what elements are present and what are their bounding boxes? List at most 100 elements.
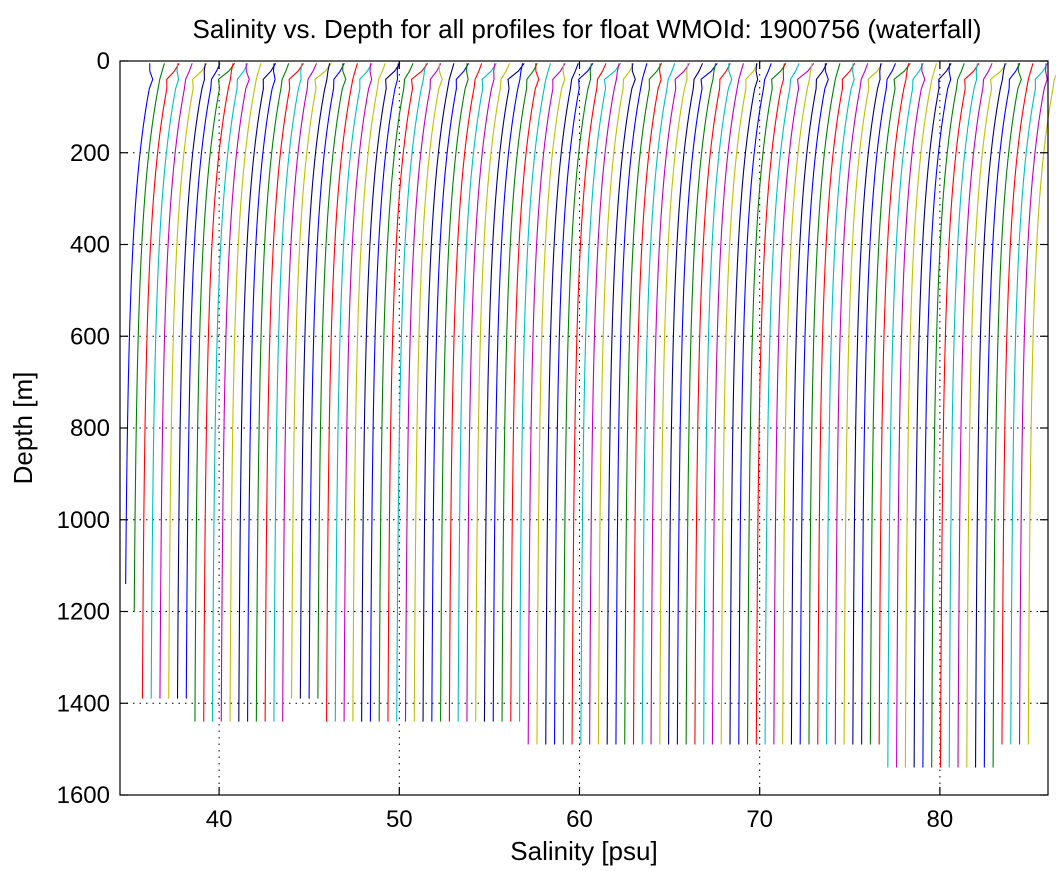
profile-line	[168, 62, 208, 699]
profile-line	[659, 63, 689, 745]
profile-line	[790, 63, 828, 745]
profile-line	[861, 63, 897, 745]
profile-line	[247, 63, 276, 722]
profile-line	[606, 63, 636, 745]
profile-line	[720, 63, 759, 745]
profile-line	[685, 63, 717, 745]
profile-line	[764, 63, 800, 745]
profile-line	[361, 62, 401, 722]
profile-line	[782, 63, 813, 745]
profile-line	[125, 63, 154, 584]
profile-line	[703, 63, 733, 745]
profile-line	[536, 63, 566, 745]
x-tick-label: 40	[206, 806, 233, 833]
profile-line	[562, 63, 592, 745]
profile-line	[308, 63, 345, 699]
profile-line	[404, 63, 442, 722]
profile-line	[422, 63, 455, 722]
profile-line	[668, 63, 704, 745]
profile-line	[317, 63, 347, 699]
profile-line	[711, 63, 744, 745]
profile-line	[931, 63, 965, 768]
profile-line	[975, 63, 1006, 768]
profile-line	[641, 63, 676, 745]
profile-line	[553, 62, 594, 745]
profile-line	[1010, 63, 1049, 745]
profile-line	[878, 63, 910, 745]
profile-line	[273, 63, 303, 722]
y-tick-label: 1400	[57, 690, 110, 717]
profile-line	[501, 63, 538, 722]
profile-line	[264, 62, 304, 722]
profile-line	[194, 62, 236, 722]
profile-line	[291, 62, 332, 699]
profile-line	[475, 63, 511, 722]
profile-line	[211, 63, 249, 722]
profile-line	[948, 63, 978, 768]
profile-line	[440, 63, 469, 722]
y-axis-ticks: 0 200 400 600 800 1000 1200 1400 1600	[57, 48, 1048, 809]
profile-line	[1001, 63, 1034, 745]
profile-line	[369, 63, 399, 722]
profile-line	[632, 63, 662, 745]
x-tick-label: 50	[386, 806, 413, 833]
profile-line	[448, 63, 483, 722]
profile-line	[176, 63, 206, 699]
profile-line	[159, 63, 193, 699]
profile-line	[615, 63, 648, 745]
profile-lines	[125, 62, 1056, 768]
y-tick-label: 1600	[57, 782, 110, 809]
profile-line	[413, 63, 443, 722]
profile-line	[282, 63, 318, 722]
profile-line	[887, 63, 924, 768]
profile-line	[203, 63, 234, 722]
profile-line	[957, 63, 993, 768]
profile-line	[299, 63, 331, 699]
x-axis-label: Salinity [psu]	[510, 836, 657, 866]
profile-line	[387, 62, 429, 722]
profile-line	[378, 63, 414, 722]
profile-line	[325, 63, 358, 722]
profile-line	[825, 63, 855, 745]
profile-line	[238, 63, 277, 722]
profile-line	[869, 62, 911, 745]
profile-line	[913, 63, 952, 768]
grid-lines	[120, 61, 1048, 795]
y-tick-label: 600	[70, 323, 110, 350]
profile-line	[939, 62, 980, 768]
profile-line	[229, 63, 262, 722]
y-tick-label: 800	[70, 415, 110, 442]
profile-line	[904, 63, 937, 768]
profile-line	[141, 63, 180, 699]
profile-line	[510, 63, 540, 722]
y-tick-label: 1000	[57, 507, 110, 534]
profile-line	[352, 63, 386, 722]
y-axis-label: Depth [m]	[8, 372, 38, 485]
profile-line	[457, 62, 497, 722]
profile-line	[580, 62, 622, 745]
profile-line	[738, 63, 772, 745]
profile-line	[1018, 63, 1048, 745]
x-tick-label: 80	[927, 806, 954, 833]
y-tick-label: 0	[97, 48, 110, 75]
profile-line	[966, 62, 1008, 768]
profile-line	[676, 62, 718, 745]
x-tick-label: 70	[746, 806, 773, 833]
profile-line	[755, 63, 785, 745]
profile-line	[817, 63, 856, 745]
profile-line	[220, 63, 250, 722]
profile-line	[834, 63, 869, 745]
profile-line	[992, 63, 1022, 768]
profile-line	[896, 63, 926, 768]
profile-line	[650, 62, 690, 745]
y-tick-label: 200	[70, 140, 110, 167]
profile-line	[466, 63, 496, 722]
profile-line	[545, 63, 579, 745]
profile-line	[150, 63, 180, 699]
profile-line	[983, 63, 1021, 768]
profile-line	[852, 63, 882, 745]
profile-line	[431, 63, 470, 722]
x-axis-ticks: 40 50 60 70 80	[206, 61, 953, 833]
profile-line	[396, 63, 427, 722]
